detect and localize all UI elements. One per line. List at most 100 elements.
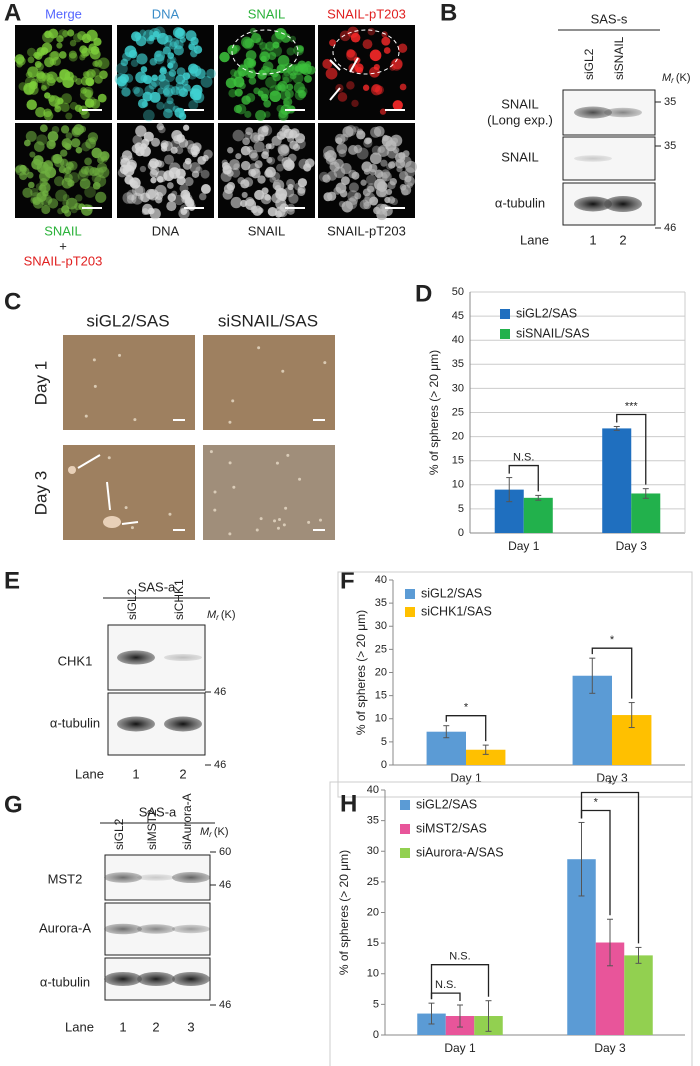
cell-nucleus — [131, 192, 144, 205]
band — [137, 924, 175, 934]
cell-nucleus — [84, 186, 96, 198]
cell-nucleus — [26, 99, 37, 110]
cell-nucleus — [285, 160, 295, 170]
sphere — [282, 523, 286, 527]
y-axis-label: % of spheres (> 20 μm) — [354, 610, 368, 735]
arrow — [121, 521, 139, 525]
bar — [523, 497, 553, 533]
cell-nucleus — [257, 207, 264, 214]
cell-nucleus — [135, 125, 147, 137]
arrow — [329, 59, 341, 71]
cell-nucleus — [81, 33, 92, 44]
cell-nucleus — [68, 50, 77, 59]
cell-nucleus — [388, 161, 396, 169]
lane-label: Lane — [520, 232, 549, 247]
sphere — [213, 490, 217, 494]
x-tick-label: Day 1 — [444, 1041, 476, 1055]
cell-nucleus — [29, 151, 36, 158]
cell-nucleus — [170, 86, 180, 96]
legend-swatch — [400, 848, 410, 858]
cell-nucleus — [381, 36, 391, 46]
cell-nucleus — [283, 187, 295, 198]
cell-nucleus — [53, 157, 65, 168]
sphere — [130, 526, 134, 530]
dashed-circle — [332, 29, 400, 75]
cell-nucleus — [126, 161, 137, 172]
cell-nucleus — [228, 89, 237, 98]
cell-nucleus — [279, 132, 287, 139]
cell-nucleus — [156, 122, 164, 131]
y-tick-label: 15 — [367, 937, 379, 949]
sphere — [298, 477, 302, 481]
legend-swatch — [500, 329, 510, 339]
legend-label: siGL2/SAS — [421, 586, 482, 600]
cell-nucleus — [271, 32, 283, 45]
cell-nucleus — [333, 166, 346, 179]
cell-nucleus — [33, 141, 45, 152]
marker: 60 — [219, 846, 231, 858]
cell-nucleus — [60, 149, 68, 157]
cell-nucleus — [158, 125, 166, 134]
channel-label: Merge — [45, 6, 82, 21]
cell-nucleus — [241, 191, 248, 198]
mr-k: (K) — [214, 826, 229, 838]
cell-nucleus — [257, 126, 269, 137]
sphere — [124, 506, 128, 510]
cell-nucleus — [219, 51, 230, 63]
cell-nucleus — [278, 110, 289, 121]
cell-nucleus — [384, 196, 391, 204]
sphere — [259, 517, 263, 521]
cell-nucleus — [79, 45, 88, 54]
sphere — [118, 353, 122, 357]
y-tick-label: 5 — [373, 998, 379, 1010]
mr-label: Mr (K) — [207, 609, 236, 622]
channel-label: SNAIL — [248, 6, 286, 21]
y-tick-label: 50 — [452, 286, 464, 298]
cell-nucleus — [126, 194, 137, 205]
y-tick-label: 35 — [452, 358, 464, 370]
cell-nucleus — [233, 44, 241, 52]
cell-nucleus — [36, 47, 46, 56]
arrow — [329, 87, 341, 101]
cell-nucleus — [278, 193, 287, 202]
panel-label: A — [4, 0, 21, 26]
marker: 46 — [219, 879, 231, 891]
cell-nucleus — [337, 92, 348, 102]
cell-nucleus — [122, 192, 135, 204]
mr-r: r — [671, 76, 674, 85]
cell-nucleus — [126, 189, 138, 201]
sphere — [231, 399, 235, 403]
cell-nucleus — [323, 192, 333, 202]
blot-label: α-tubulin — [50, 715, 100, 730]
cell-nucleus — [254, 160, 263, 169]
cell-nucleus — [297, 188, 306, 197]
cell-nucleus — [245, 92, 256, 103]
cell-nucleus — [342, 126, 354, 138]
cell-nucleus — [59, 69, 71, 81]
cell-nucleus — [381, 171, 392, 182]
bar — [631, 493, 661, 533]
cell-nucleus — [306, 65, 316, 75]
band — [172, 872, 210, 883]
cell-nucleus — [250, 132, 261, 143]
cell-nucleus — [163, 108, 173, 119]
cell-nucleus — [94, 75, 103, 84]
cell-nucleus — [282, 76, 290, 84]
cell-nucleus — [356, 128, 364, 135]
band — [137, 874, 175, 881]
cell-nucleus — [293, 44, 304, 56]
y-tick-label: 25 — [375, 643, 387, 655]
sphere — [284, 506, 288, 510]
cell-nucleus — [264, 67, 273, 76]
mr-r: r — [209, 830, 212, 839]
y-tick-label: 10 — [375, 713, 387, 725]
legend-swatch — [405, 607, 415, 617]
cell-nucleus — [192, 91, 205, 104]
cell-nucleus — [373, 206, 381, 215]
cell-nucleus — [178, 112, 187, 121]
cell-nucleus — [340, 176, 350, 186]
y-axis-label: % of spheres (> 20 μm) — [427, 350, 441, 475]
cell-nucleus — [284, 89, 294, 99]
cell-nucleus — [84, 98, 95, 108]
cell-nucleus — [206, 68, 216, 79]
